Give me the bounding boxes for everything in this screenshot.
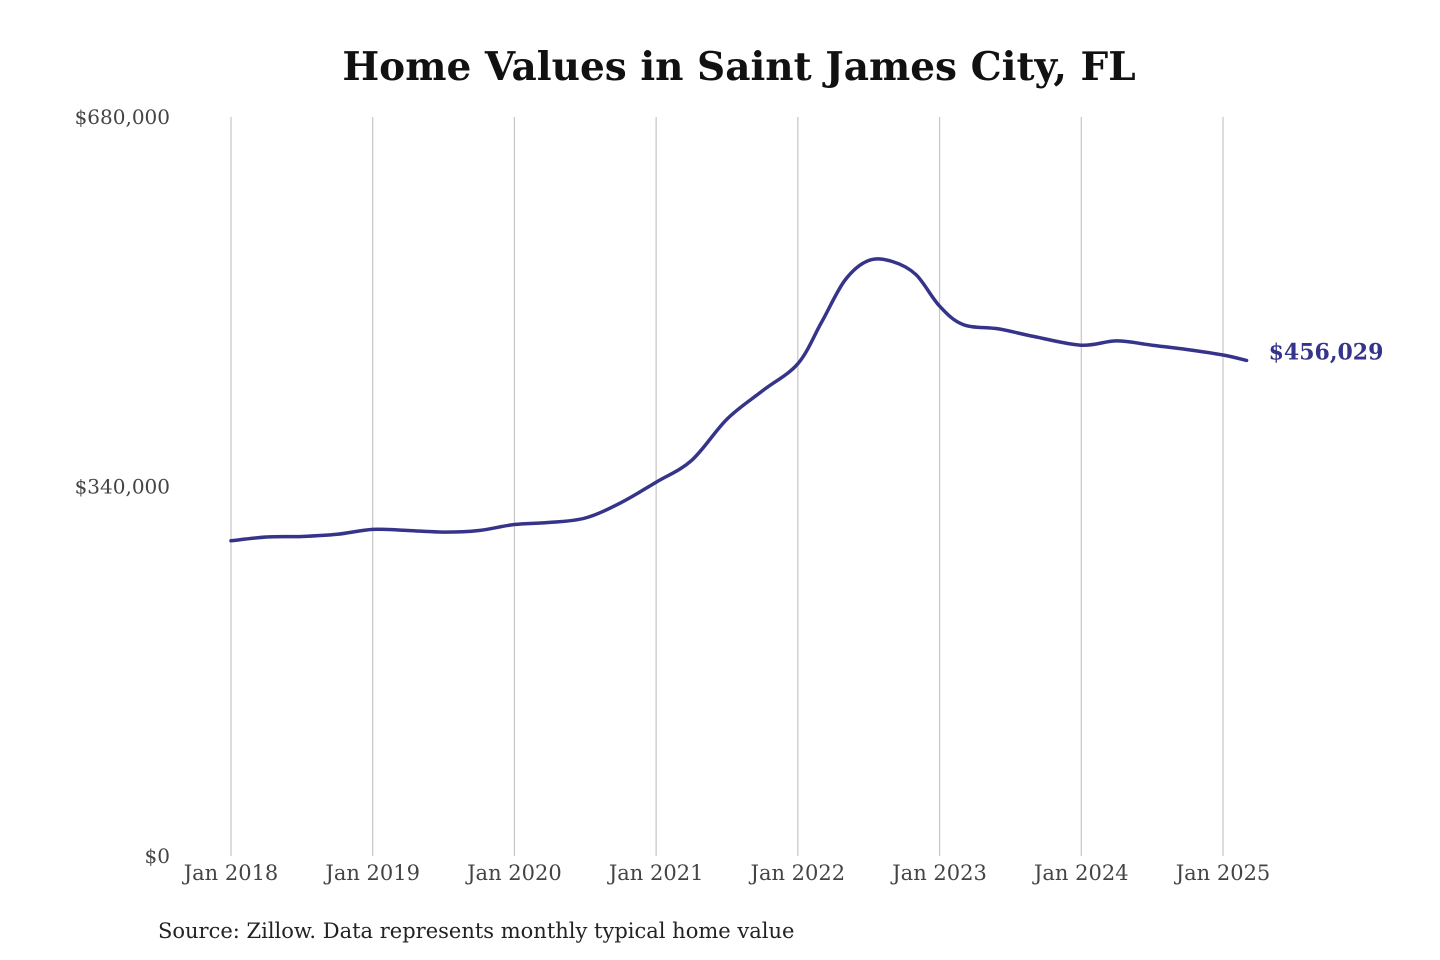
gridlines [230,117,1224,856]
x-tick-label: Jan 2018 [182,861,279,885]
y-axis-ticks: $0 $340,000 $680,000 [75,105,170,868]
chart-title: Home Values in Saint James City, FL [342,44,1136,90]
x-tick-label: Jan 2023 [890,861,987,885]
x-axis-ticks: Jan 2018 Jan 2019 Jan 2020 Jan 2021 Jan 2022… [182,861,1271,885]
y-tick-label: $340,000 [75,475,170,499]
x-tick-label: Jan 2019 [323,861,420,885]
end-value-label: $456,029 [1269,339,1384,365]
x-tick-label: Jan 2021 [607,861,704,885]
x-tick-label: Jan 2020 [465,861,562,885]
x-tick-label: Jan 2024 [1032,861,1129,885]
x-tick-label: Jan 2022 [749,861,846,885]
y-tick-label: $0 [145,844,170,868]
x-tick-label: Jan 2025 [1174,861,1271,885]
series [229,257,1249,543]
end-labels: $456,029 [1269,339,1384,365]
source-note: Source: Zillow. Data represents monthly … [158,919,795,943]
series-line [229,257,1249,543]
y-tick-label: $680,000 [75,105,170,129]
